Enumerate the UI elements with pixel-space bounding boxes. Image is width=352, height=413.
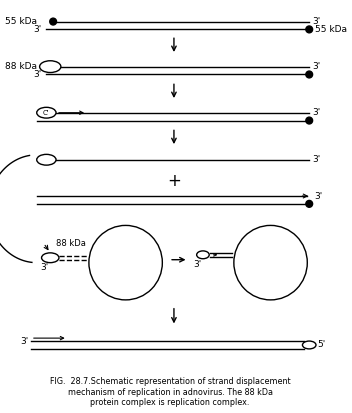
Text: 3': 3' [33,25,41,34]
Text: FIG.  28.7.Schematic representation of strand displacement
mechanism of replicat: FIG. 28.7.Schematic representation of st… [50,377,290,407]
Text: 55 kDa: 55 kDa [5,17,37,26]
Text: 55 kDa: 55 kDa [315,25,347,34]
Circle shape [306,71,313,78]
Text: 5': 5' [317,340,325,349]
Text: 3': 3' [312,62,320,71]
Text: 3': 3' [33,70,41,79]
Text: 88 kDa: 88 kDa [56,239,86,247]
Text: 3': 3' [193,260,201,269]
Text: +: + [167,172,181,190]
Circle shape [306,26,313,33]
Text: C': C' [43,110,50,116]
Text: 3': 3' [312,108,320,117]
Circle shape [306,117,313,124]
Circle shape [50,18,57,25]
Text: 3': 3' [314,192,322,200]
Text: 3': 3' [312,17,320,26]
Text: 3': 3' [40,263,49,272]
Circle shape [306,200,313,207]
Text: 3': 3' [312,155,320,164]
Text: 88 kDa: 88 kDa [5,62,37,71]
Text: 3': 3' [21,337,29,346]
